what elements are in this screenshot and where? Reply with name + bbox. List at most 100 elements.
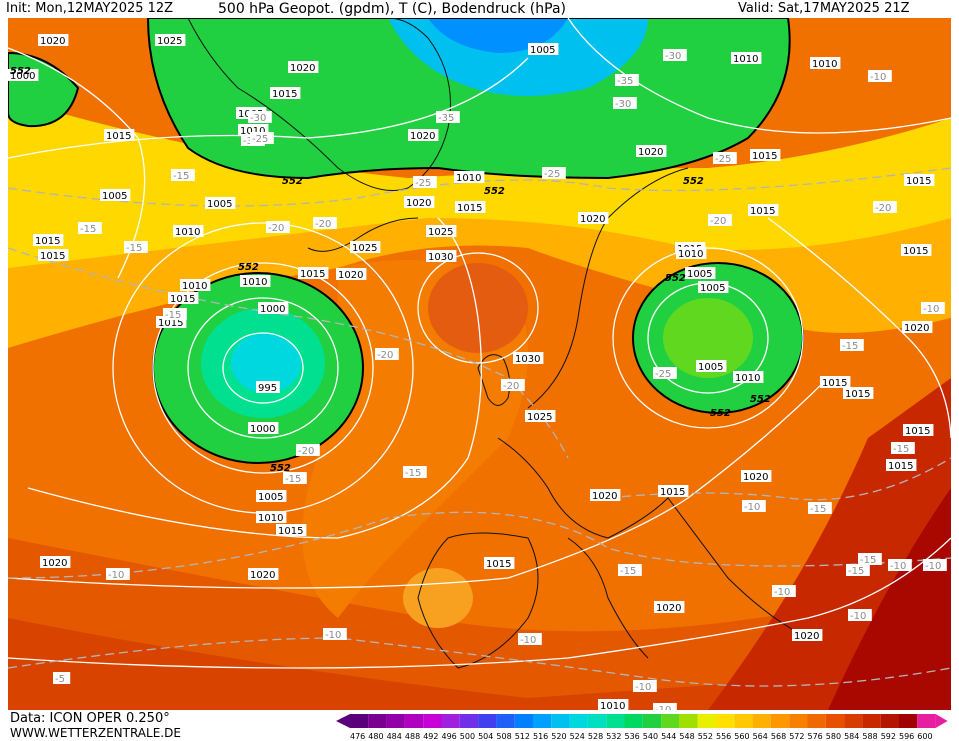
svg-text:-20: -20 — [503, 381, 519, 392]
map-labels: 1025 1020 1005 1010 1015 1005 1010 1015 1000 1005… — [8, 34, 947, 710]
pressure-label-27: 1010 — [256, 511, 287, 524]
svg-text:-30: -30 — [665, 51, 681, 62]
svg-text:-5: -5 — [55, 674, 65, 685]
svg-text:1010: 1010 — [242, 277, 267, 288]
temp-label-3: -30 — [248, 111, 272, 124]
legend-swatch-30 — [899, 714, 918, 728]
svg-text:-25: -25 — [715, 154, 731, 165]
svg-text:1015: 1015 — [40, 251, 65, 262]
pressure-label-48: 1015 — [658, 485, 689, 498]
legend-swatch-24 — [789, 714, 808, 728]
pressure-label-11: 1015 — [33, 234, 64, 247]
temp-label-9: -25 — [250, 132, 274, 145]
legend-swatch-25 — [807, 714, 826, 728]
website: WWW.WETTERZENTRALE.DE — [10, 726, 181, 740]
svg-text:995: 995 — [258, 383, 277, 394]
pressure-label-47: 1020 — [590, 489, 621, 502]
pressure-label-58: 1020 — [38, 34, 69, 47]
legend-tick-20: 556 — [716, 732, 731, 741]
geo-ridge-core — [428, 263, 528, 353]
temp-label-4: -35 — [436, 111, 460, 124]
legend-tick-11: 520 — [551, 732, 566, 741]
footer: Data: ICON OPER 0.250° WWW.WETTERZENTRAL… — [0, 710, 959, 741]
legend-tick-9: 512 — [515, 732, 530, 741]
legend-swatch-23 — [770, 714, 790, 728]
legend-tick-5: 496 — [442, 732, 457, 741]
legend-swatch-15 — [624, 714, 643, 728]
geo-label-6: 552 — [270, 463, 291, 474]
legend-swatch-7 — [478, 714, 497, 728]
svg-text:1020: 1020 — [410, 131, 435, 142]
legend-tick-15: 536 — [625, 732, 640, 741]
pressure-label-34: 1020 — [408, 129, 439, 142]
temp-label-40: -15 — [808, 502, 832, 515]
legend-tick-27: 584 — [844, 732, 859, 741]
svg-text:1015: 1015 — [903, 246, 928, 257]
valid-time: Valid: Sat,17MAY2025 21Z — [738, 1, 910, 16]
svg-text:1015: 1015 — [35, 236, 60, 247]
temp-label-23: -25 — [653, 367, 677, 380]
temp-label-42: -10 — [888, 559, 912, 572]
svg-text:-10: -10 — [890, 561, 906, 572]
svg-text:1005: 1005 — [258, 492, 283, 503]
legend-swatch-14 — [606, 714, 625, 728]
temp-label-25: -10 — [106, 568, 130, 581]
svg-text:1015: 1015 — [845, 389, 870, 400]
legend-swatch-2 — [386, 714, 405, 728]
svg-text:1015: 1015 — [278, 526, 303, 537]
pressure-label-46: 1020 — [741, 470, 772, 483]
temp-label-31: -15 — [891, 442, 915, 455]
svg-text:1020: 1020 — [743, 472, 768, 483]
temp-label-2: -30 — [613, 97, 637, 110]
legend-tick-10: 516 — [533, 732, 548, 741]
weather-map[interactable]: 1025 1020 1005 1010 1015 1005 1010 1015 1000 1005… — [8, 18, 951, 710]
pressure-label-55: 1020 — [902, 321, 933, 334]
svg-text:1010: 1010 — [733, 54, 758, 65]
pressure-label-18: 1015 — [455, 201, 486, 214]
svg-text:-35: -35 — [617, 76, 633, 87]
legend-tick-6: 500 — [460, 732, 475, 741]
svg-text:1015: 1015 — [272, 89, 297, 100]
svg-text:1030: 1030 — [428, 252, 453, 263]
pressure-label-22: 1015 — [298, 267, 329, 280]
svg-text:552: 552 — [710, 408, 731, 419]
svg-text:-10: -10 — [520, 635, 536, 646]
legend-tick-19: 552 — [698, 732, 713, 741]
svg-text:552: 552 — [750, 394, 771, 405]
legend-tick-12: 524 — [570, 732, 585, 741]
pressure-label-52: 1010 — [598, 699, 629, 710]
svg-text:1020: 1020 — [656, 603, 681, 614]
svg-text:-15: -15 — [842, 341, 858, 352]
svg-text:1005: 1005 — [687, 269, 712, 280]
pressure-label-40: 1010 — [676, 247, 707, 260]
pressure-label-60: 1015 — [38, 249, 69, 262]
geo-label-5: 552 — [665, 273, 686, 284]
legend-tick-14: 532 — [606, 732, 621, 741]
svg-text:552: 552 — [484, 186, 505, 197]
svg-text:1025: 1025 — [352, 243, 377, 254]
geo-label-1: 552 — [282, 176, 303, 187]
svg-text:-15: -15 — [126, 243, 142, 254]
svg-text:1000: 1000 — [10, 71, 35, 82]
legend-swatch-6 — [459, 714, 479, 728]
legend-swatch-21 — [734, 714, 753, 728]
svg-text:-15: -15 — [860, 555, 876, 566]
temp-label-19: -20 — [296, 444, 320, 457]
legend-swatch-28 — [862, 714, 881, 728]
svg-text:-35: -35 — [438, 113, 454, 124]
legend-swatch-12 — [569, 714, 588, 728]
temp-label-12: -15 — [78, 222, 102, 235]
svg-text:552: 552 — [10, 66, 31, 77]
svg-text:1020: 1020 — [592, 491, 617, 502]
pressure-label-8: 1000 — [8, 69, 39, 82]
temp-label-6: -25 — [713, 152, 737, 165]
svg-text:1015: 1015 — [906, 176, 931, 187]
pressure-label-30: 1020 — [40, 556, 71, 569]
pressure-label-41: 1005 — [698, 281, 729, 294]
svg-text:1010: 1010 — [240, 126, 265, 137]
legend-tick-30: 596 — [899, 732, 914, 741]
geo-label-7: 552 — [710, 408, 731, 419]
temp-label-30: -10 — [848, 609, 872, 622]
legend-swatch-18 — [679, 714, 698, 728]
pressure-label-31: 1020 — [248, 568, 279, 581]
